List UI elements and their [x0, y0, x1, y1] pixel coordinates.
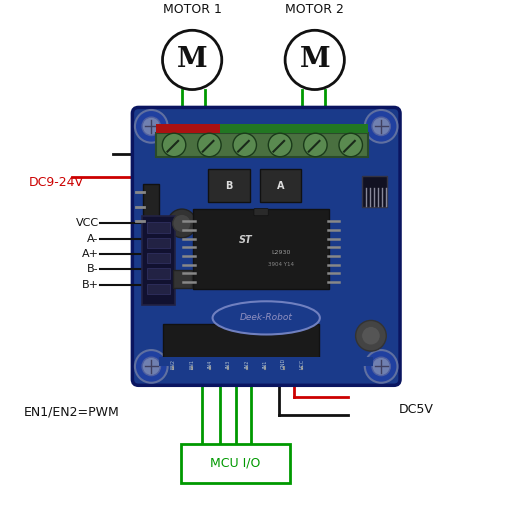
Circle shape	[365, 350, 397, 383]
FancyBboxPatch shape	[159, 357, 373, 367]
Text: L2930: L2930	[271, 250, 291, 255]
Circle shape	[167, 209, 196, 238]
Circle shape	[198, 133, 221, 157]
Circle shape	[162, 30, 222, 90]
Text: M: M	[300, 47, 330, 73]
Text: A+: A+	[82, 249, 99, 259]
Circle shape	[304, 133, 327, 157]
FancyBboxPatch shape	[193, 209, 329, 289]
Text: IN1: IN1	[263, 359, 268, 368]
Text: B: B	[225, 181, 233, 190]
Text: ST: ST	[239, 234, 252, 245]
Circle shape	[142, 117, 160, 136]
Text: IN2: IN2	[244, 359, 249, 368]
FancyBboxPatch shape	[147, 253, 169, 263]
Circle shape	[162, 133, 186, 157]
Circle shape	[339, 133, 362, 157]
FancyBboxPatch shape	[156, 133, 368, 157]
FancyBboxPatch shape	[156, 124, 220, 133]
Text: VCC: VCC	[300, 359, 305, 369]
Circle shape	[173, 214, 191, 232]
FancyBboxPatch shape	[254, 208, 268, 216]
Text: 3904 Y14: 3904 Y14	[268, 262, 294, 267]
FancyBboxPatch shape	[147, 268, 169, 279]
Circle shape	[372, 117, 390, 136]
FancyBboxPatch shape	[362, 177, 387, 206]
FancyBboxPatch shape	[181, 444, 290, 483]
FancyBboxPatch shape	[173, 270, 191, 288]
Text: DC5V: DC5V	[399, 403, 434, 416]
Circle shape	[356, 321, 386, 351]
Circle shape	[268, 133, 292, 157]
FancyBboxPatch shape	[133, 108, 400, 386]
Circle shape	[285, 30, 345, 90]
Text: EN1: EN1	[189, 359, 194, 369]
Text: MCU I/O: MCU I/O	[210, 457, 261, 470]
Text: M: M	[177, 47, 207, 73]
Text: IN3: IN3	[226, 359, 231, 368]
FancyBboxPatch shape	[208, 169, 250, 202]
Text: EN2: EN2	[170, 359, 176, 369]
Text: B+: B+	[82, 280, 99, 290]
Text: IN4: IN4	[207, 359, 212, 368]
Circle shape	[142, 357, 160, 376]
Text: Deek-Robot: Deek-Robot	[240, 313, 293, 323]
FancyBboxPatch shape	[162, 324, 319, 360]
Circle shape	[362, 327, 380, 345]
Circle shape	[135, 350, 167, 383]
Text: MOTOR 2: MOTOR 2	[285, 4, 344, 16]
Text: VCC: VCC	[76, 219, 99, 228]
Text: A-: A-	[87, 233, 99, 244]
FancyBboxPatch shape	[260, 169, 301, 202]
FancyBboxPatch shape	[143, 184, 159, 237]
Text: MOTOR 1: MOTOR 1	[163, 4, 222, 16]
FancyBboxPatch shape	[147, 238, 169, 248]
Text: B-: B-	[87, 264, 99, 274]
FancyBboxPatch shape	[220, 124, 368, 133]
FancyBboxPatch shape	[147, 222, 169, 232]
FancyBboxPatch shape	[147, 284, 169, 294]
Text: A: A	[276, 181, 284, 190]
Circle shape	[365, 110, 397, 143]
Circle shape	[372, 357, 390, 376]
Text: DC9-24V: DC9-24V	[29, 176, 83, 189]
FancyBboxPatch shape	[142, 216, 175, 305]
Text: EN1/EN2=PWM: EN1/EN2=PWM	[24, 406, 119, 419]
Circle shape	[135, 110, 167, 143]
Text: GND: GND	[281, 358, 286, 370]
Circle shape	[233, 133, 257, 157]
Ellipse shape	[212, 301, 320, 334]
